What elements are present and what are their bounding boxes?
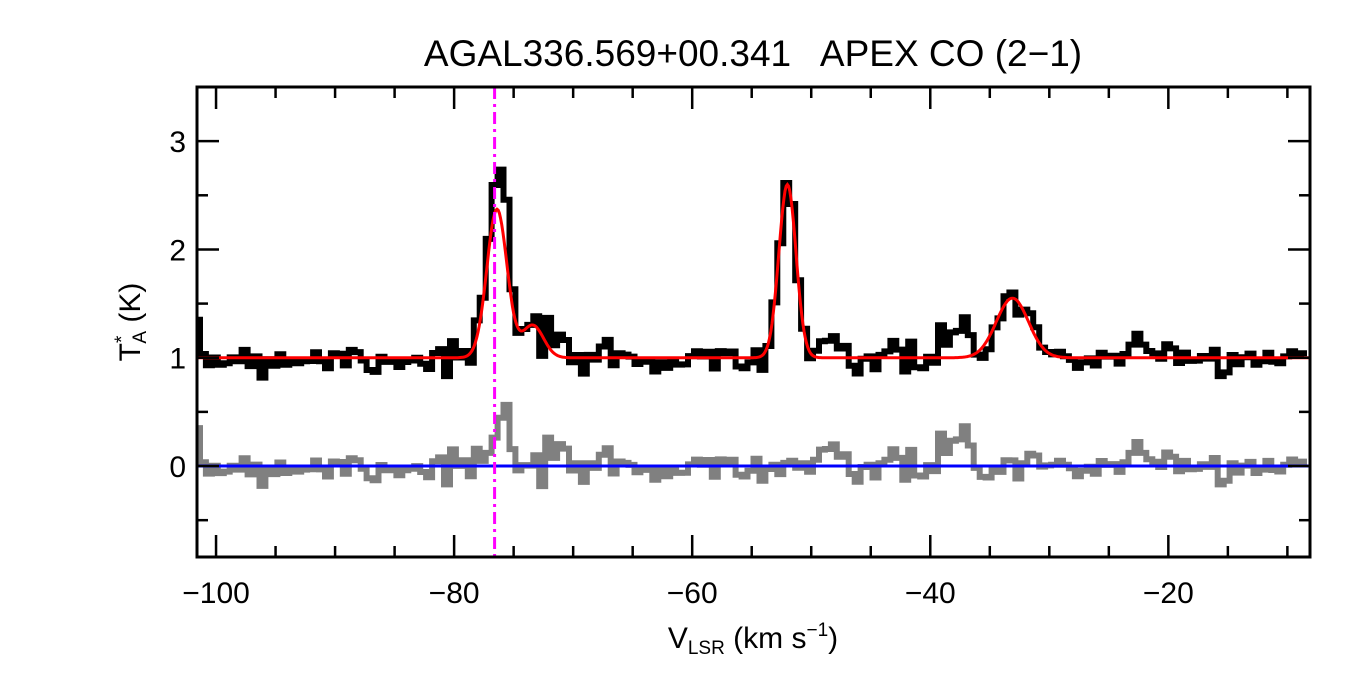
x-axis-label: VLSR (km s−1) [668,620,838,659]
x-tick-label: −20 [1143,577,1194,610]
x-tick-label: −100 [182,577,250,610]
plot-frame [195,85,1312,559]
y-axis-label: T*A (K) [112,283,151,362]
x-tick-label: −80 [429,577,480,610]
gaussian-fit-curve [197,182,1310,360]
y-tick-label: 1 [169,343,186,376]
chart-title: AGAL336.569+00.341 APEX CO (2−1) [424,33,1082,74]
y-tick-label: 2 [169,234,186,267]
y-tick-label: 0 [169,451,186,484]
x-tick-label: −60 [667,577,718,610]
residual-spectrum [197,401,1307,490]
y-tick-label: 3 [169,126,186,159]
x-tick-label: −40 [905,577,956,610]
observed-spectrum [197,166,1307,381]
